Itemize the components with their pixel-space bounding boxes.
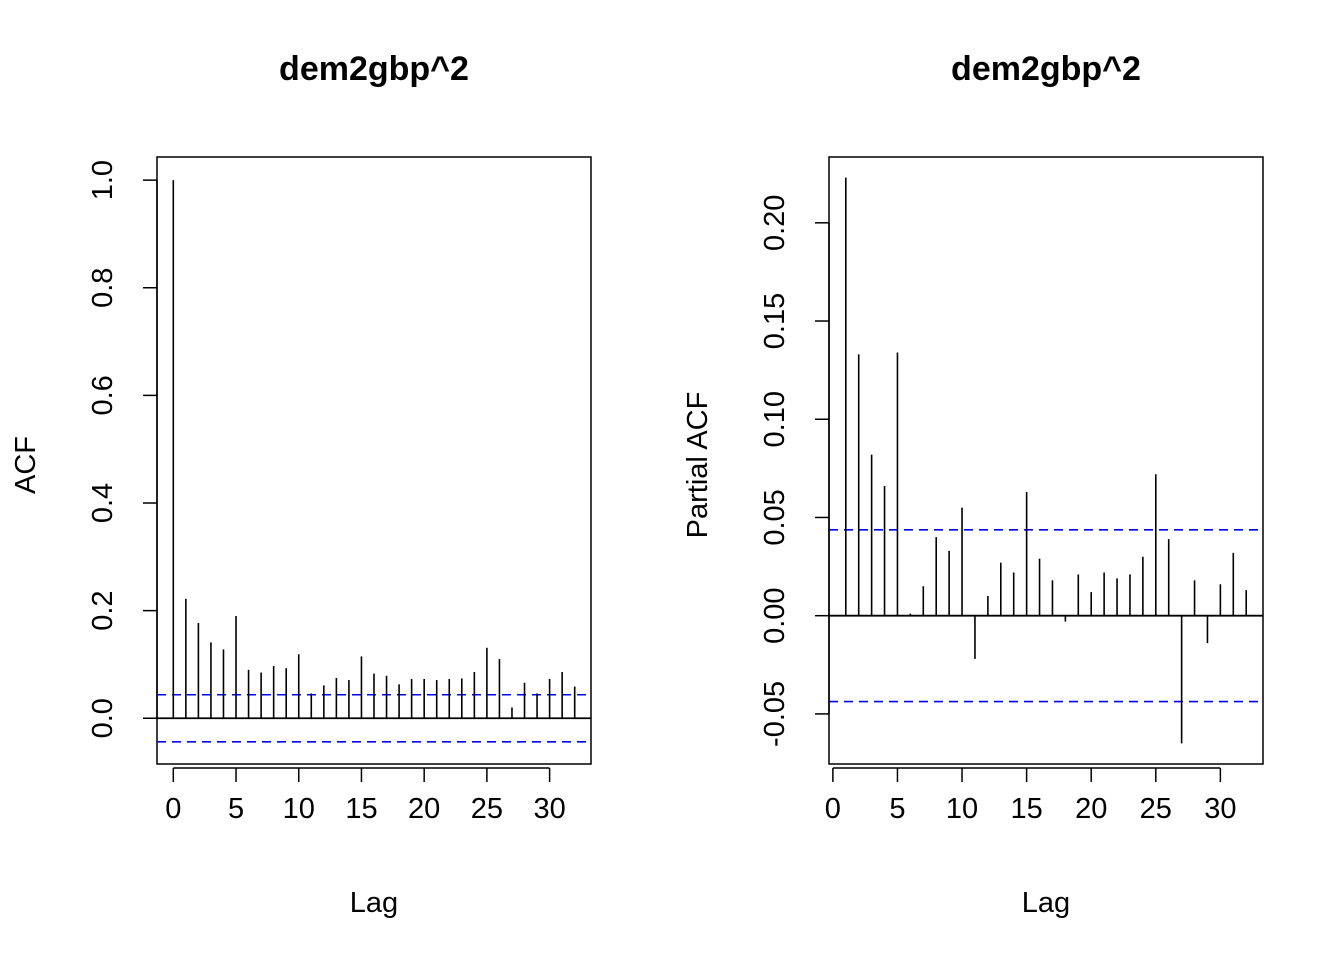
acf-x-tick-label: 20 [408, 793, 440, 825]
acf-y-axis-label: ACF [10, 436, 42, 494]
pacf-x-tick-label: 10 [946, 793, 978, 825]
pacf-y-tick-label: 0.05 [759, 489, 791, 545]
acf-title: dem2gbp^2 [279, 50, 469, 88]
acf-x-axis-label: Lag [350, 887, 398, 919]
pacf-panel: dem2gbp^2 Lag Partial ACF 0 5 10 15 20 25 30 -0… [682, 50, 1264, 919]
pacf-x-tick-label: 0 [825, 793, 841, 825]
pacf-y-tick-label: 0.10 [759, 391, 791, 447]
pacf-x-tick-label: 20 [1075, 793, 1107, 825]
acf-x-tick-label: 15 [345, 793, 377, 825]
pacf-x-axis-label: Lag [1022, 887, 1070, 919]
acf-y-tick-label: 0.2 [87, 590, 119, 630]
acf-y-tick-label: 0.0 [87, 698, 119, 738]
acf-plot-area: 0 5 10 15 20 25 30 0.0 0.2 0.4 0.6 0.8 1.0 [87, 156, 592, 825]
acf-x-tick-label: 10 [283, 793, 315, 825]
acf-x-tick-label: 5 [228, 793, 244, 825]
acf-y-tick-label: 0.6 [87, 375, 119, 415]
pacf-title: dem2gbp^2 [951, 50, 1141, 88]
acf-y-tick-label: 0.4 [87, 483, 119, 523]
acf-y-tick-label: 1.0 [87, 160, 119, 200]
acf-x-tick-label: 30 [533, 793, 565, 825]
pacf-x-tick-label: 30 [1204, 793, 1236, 825]
pacf-y-tick-label: 0.20 [759, 195, 791, 251]
pacf-plot-area: 0 5 10 15 20 25 30 -0.05 0.00 0.05 0.10 0.15 0.20 [759, 156, 1264, 825]
pacf-y-tick-label: 0.00 [759, 587, 791, 643]
pacf-y-axis-label: Partial ACF [682, 392, 714, 539]
acf-y-tick-label: 0.8 [87, 268, 119, 308]
acf-panel: dem2gbp^2 Lag ACF 0 5 10 15 20 25 300.00.20.40… [10, 50, 592, 919]
pacf-plot-frame [828, 156, 1264, 765]
pacf-x-tick-label: 25 [1140, 793, 1172, 825]
pacf-x-tick-label: 15 [1010, 793, 1042, 825]
pacf-y-tick-label: 0.15 [759, 293, 791, 349]
pacf-x-tick-label: 5 [889, 793, 905, 825]
acf-x-tick-label: 0 [165, 793, 181, 825]
acf-plot-frame [156, 156, 592, 765]
acf-x-tick-label: 25 [471, 793, 503, 825]
pacf-y-tick-label: -0.05 [759, 681, 791, 747]
